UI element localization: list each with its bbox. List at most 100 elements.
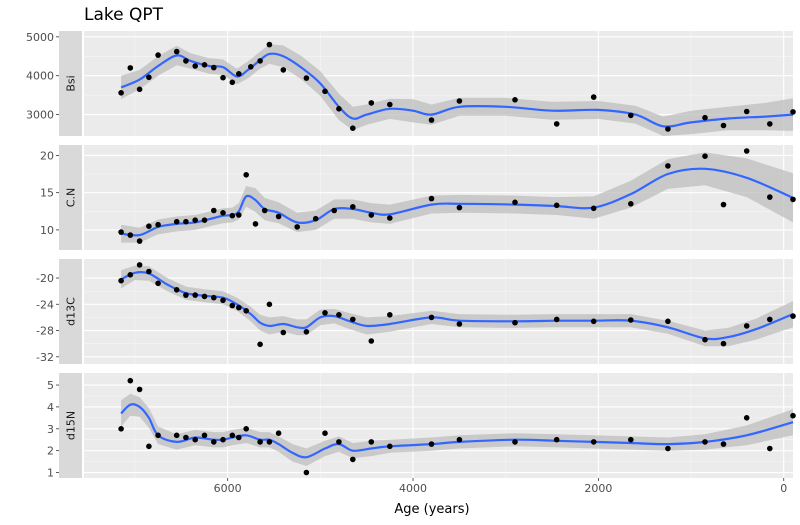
data-point xyxy=(743,323,750,329)
data-point xyxy=(192,217,198,223)
data-point xyxy=(243,426,249,432)
chart-title: Lake QPT xyxy=(84,5,164,25)
data-point xyxy=(303,75,310,81)
data-point xyxy=(275,430,282,437)
y-tick-label: 20 xyxy=(40,149,54,162)
data-point xyxy=(428,195,435,202)
data-point xyxy=(280,67,287,73)
facet-strip-label: Bsi xyxy=(65,75,78,91)
data-point xyxy=(201,217,208,223)
data-point xyxy=(248,64,254,70)
panel-d15n: d15N 1 2 3 4 5 xyxy=(47,373,796,480)
data-point xyxy=(155,432,161,439)
data-point xyxy=(368,100,375,106)
y-tick-label: 5 xyxy=(47,379,54,392)
x-tick-label: 0 xyxy=(780,482,787,495)
data-point xyxy=(183,292,189,298)
data-point xyxy=(790,313,796,319)
y-tick-label: -24 xyxy=(36,298,54,311)
data-point xyxy=(155,52,161,58)
data-point xyxy=(192,63,198,69)
data-point xyxy=(628,317,634,323)
data-point xyxy=(220,436,226,443)
data-point xyxy=(350,204,356,210)
data-point xyxy=(146,443,152,450)
data-point xyxy=(136,262,143,268)
y-tick-label: -20 xyxy=(36,272,54,285)
data-point xyxy=(229,79,236,86)
y-tick-label: 4000 xyxy=(26,70,54,83)
facet-strip-label: C.N xyxy=(65,188,78,207)
data-point xyxy=(590,318,597,325)
data-point xyxy=(136,86,143,93)
facet-strip-label: d13C xyxy=(65,297,78,326)
data-point xyxy=(387,312,393,318)
data-point xyxy=(229,302,236,309)
data-point xyxy=(118,277,124,284)
data-point xyxy=(350,125,356,131)
data-point xyxy=(127,272,134,278)
data-point xyxy=(702,336,708,343)
data-point xyxy=(211,207,217,214)
data-point xyxy=(456,204,463,211)
data-point xyxy=(368,338,375,344)
data-point xyxy=(211,64,217,71)
data-point xyxy=(312,215,319,222)
data-point xyxy=(211,294,217,301)
data-point xyxy=(743,108,750,115)
data-point xyxy=(790,412,796,419)
data-point xyxy=(720,122,727,129)
data-point xyxy=(387,101,393,108)
panel-background xyxy=(84,373,793,478)
data-point xyxy=(280,329,287,336)
data-point xyxy=(350,456,356,463)
data-point xyxy=(767,194,773,200)
data-point xyxy=(512,97,518,103)
data-point xyxy=(257,439,263,445)
data-point xyxy=(211,439,217,445)
data-point xyxy=(590,205,597,212)
data-point xyxy=(183,434,189,441)
data-point xyxy=(331,207,338,214)
data-point xyxy=(790,196,796,203)
data-point xyxy=(387,215,393,221)
data-point xyxy=(368,439,375,445)
data-point xyxy=(257,58,263,64)
y-tick-label: 2 xyxy=(47,445,54,458)
data-point xyxy=(236,304,242,311)
data-point xyxy=(553,202,560,209)
data-point xyxy=(146,74,152,81)
facet-strip xyxy=(59,373,82,478)
data-point xyxy=(702,114,708,121)
data-point xyxy=(252,221,259,227)
data-point xyxy=(720,201,727,208)
data-point xyxy=(266,41,273,48)
smooth-line xyxy=(120,52,794,128)
data-point xyxy=(173,48,180,55)
data-point xyxy=(275,213,282,220)
x-tick-label: 4000 xyxy=(399,482,427,495)
data-point xyxy=(118,229,124,235)
data-point xyxy=(628,436,634,443)
data-point xyxy=(628,112,634,119)
data-point xyxy=(201,432,208,439)
data-point xyxy=(146,223,152,229)
data-point xyxy=(229,432,236,439)
data-point xyxy=(553,316,560,323)
data-point xyxy=(261,207,268,214)
data-point xyxy=(720,441,727,447)
data-point xyxy=(236,434,242,441)
data-point xyxy=(136,238,143,244)
data-point xyxy=(303,469,310,476)
data-point xyxy=(743,148,750,154)
data-point xyxy=(336,439,342,445)
data-point xyxy=(322,88,328,95)
data-point xyxy=(294,224,301,230)
data-point xyxy=(512,199,518,206)
data-point xyxy=(118,90,124,96)
data-point xyxy=(387,443,393,450)
data-point xyxy=(336,106,342,112)
data-point xyxy=(266,439,273,445)
panel-bsi: Bsi 3000 4000 5000 xyxy=(26,31,796,137)
data-point xyxy=(322,310,328,316)
